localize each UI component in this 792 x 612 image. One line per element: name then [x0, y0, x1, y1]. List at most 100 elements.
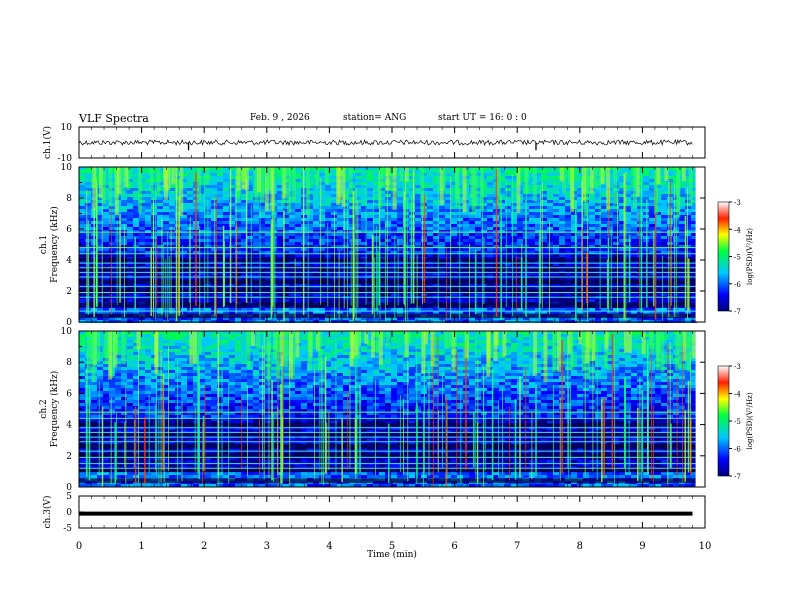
ch1-spectrogram-panel-cell	[457, 176, 463, 179]
ch1-spectrogram-panel-cell	[487, 233, 493, 236]
ch1-spectrogram-panel-cell	[685, 182, 691, 185]
ch1-spectrogram-panel-cell	[463, 227, 469, 230]
ch1-spectrogram-panel-cell	[631, 299, 637, 302]
ch1-spectrogram-panel-cell	[541, 233, 547, 236]
ch1-spectrogram-panel-cell	[253, 254, 259, 257]
ch1-spectrogram-panel-cell	[127, 251, 133, 254]
ch1-spectrogram-panel-cell	[685, 242, 691, 245]
ch1-spectrogram-panel-cell	[487, 221, 493, 224]
ch1-spectrogram-panel-cell	[661, 263, 667, 266]
ch1-spectrogram-panel-cell	[691, 203, 697, 206]
ch1-spectrogram-panel-cell	[403, 230, 409, 233]
ch1-spectrogram-panel-cell	[403, 308, 409, 311]
ch1-spectrogram-panel-cell	[619, 254, 625, 257]
ch1-spectrogram-panel-cell	[217, 185, 223, 188]
ch1-spectrogram-panel-cell	[169, 191, 175, 194]
ch1-spectrogram-panel-cell	[511, 200, 517, 203]
ch1-spectrogram-panel-cell	[535, 299, 541, 302]
ch1-spectrogram-panel-cell	[631, 212, 637, 215]
ch1-spectrogram-panel-cell	[487, 272, 493, 275]
ch1-spectrogram-panel-cell	[475, 182, 481, 185]
ch1-spectrogram-panel-cell	[547, 236, 553, 239]
ch1-spectrogram-panel-cell	[241, 239, 247, 242]
ch1-spectrogram-panel-cell	[109, 224, 115, 227]
ch1-spectrogram-panel-cell	[187, 194, 193, 197]
ch1-spectrogram-panel-cell	[199, 191, 205, 194]
ch1-spectrogram-panel-cell	[199, 251, 205, 254]
ch1-spectrogram-panel-cell	[241, 245, 247, 248]
ch1-spectrogram-panel-cell	[565, 218, 571, 221]
ch1-spectrogram-panel-cell	[577, 299, 583, 302]
ch1-spectrogram-panel-cell	[133, 233, 139, 236]
ch1-spectrogram-panel-cell	[565, 236, 571, 239]
ch1-spectrogram-panel-cell	[475, 197, 481, 200]
ch1-spectrogram-panel-cell	[655, 272, 661, 275]
ch1-spectrogram-panel-cell	[175, 197, 181, 200]
ch1-spectrogram-panel-cell	[181, 191, 187, 194]
ch1-spectrogram-panel-cell	[481, 200, 487, 203]
ch1-spectrogram-panel-cell	[187, 182, 193, 185]
ch1-spectrogram-panel-cell	[361, 215, 367, 218]
ch1-spectrogram-panel-cell	[247, 212, 253, 215]
ch1-spectrogram-panel-cell	[487, 167, 493, 170]
ch1-spectrogram-panel-cell	[265, 311, 271, 314]
ch1-spectrogram-panel-cell	[457, 173, 463, 176]
ch1-spectrogram-panel-cell	[355, 170, 361, 173]
ch1-spectrogram-panel-cell	[157, 200, 163, 203]
ch1-spectrogram-panel-cell	[505, 245, 511, 248]
ch1-spectrogram-panel-cell	[577, 263, 583, 266]
ch1-spectrogram-panel-cell	[541, 167, 547, 170]
ch1-spectrogram-panel-cell	[133, 167, 139, 170]
ch1-spectrogram-panel-cell	[313, 239, 319, 242]
ch1-spectrogram-panel-cell	[211, 275, 217, 278]
ch1-spectrogram-panel-cell	[625, 230, 631, 233]
ch1-spectrogram-panel-cell	[181, 230, 187, 233]
ch1-spectrogram-panel-cell	[97, 209, 103, 212]
ch1-spectrogram-panel-cell	[103, 239, 109, 242]
ch1-spectrogram-panel-cell	[415, 239, 421, 242]
ch1-spectrogram-panel-cell	[379, 299, 385, 302]
ch1-spectrogram-panel-cell	[229, 185, 235, 188]
ch1-spectrogram-panel-cell	[361, 197, 367, 200]
ch1-spectrogram-panel-cell	[535, 176, 541, 179]
ch1-spectrogram-panel-cell	[517, 284, 523, 287]
ch1-spectrogram-panel-cell	[247, 242, 253, 245]
ch1-spectrogram-panel-cell	[475, 272, 481, 275]
ch1-spectrogram-panel-cell	[313, 203, 319, 206]
ch1-spectrogram-panel-cell	[577, 272, 583, 275]
ch1-spectrogram-panel-cell	[109, 221, 115, 224]
ch1-spectrogram-panel-cell	[691, 224, 697, 227]
ch1-spectrogram-panel-cell	[253, 251, 259, 254]
ch1-spectrogram-panel-cell	[499, 185, 505, 188]
ch1-spectrogram-panel-cell	[241, 215, 247, 218]
ch1-spectrogram-panel-cell	[277, 284, 283, 287]
ch1-spectrogram-panel-cell	[415, 272, 421, 275]
ch1-spectrogram-panel-cell	[199, 170, 205, 173]
ch1-spectrogram-panel-cell	[313, 293, 319, 296]
ch1-spectrogram-panel-cell	[259, 308, 265, 311]
ch1-spectrogram-panel-cell	[157, 212, 163, 215]
ch1-spectrogram-panel-cell	[139, 245, 145, 248]
ch1-spectrogram-panel-cell	[445, 182, 451, 185]
ch1-spectrogram-panel-cell	[289, 248, 295, 251]
ch1-spectrogram-panel-cell	[499, 272, 505, 275]
ch1-spectrogram-panel-cell	[241, 293, 247, 296]
ch1-spectrogram-panel-cell	[451, 230, 457, 233]
ch1-spectrogram-panel-cell	[451, 293, 457, 296]
ch1-spectrogram-panel-cell	[181, 236, 187, 239]
ch1-spectrogram-panel-cell	[673, 203, 679, 206]
ch1-spectrogram-panel-cell	[547, 263, 553, 266]
ch1-spectrogram-panel-cell	[163, 245, 169, 248]
ch1-spectrogram-panel-cell	[559, 227, 565, 230]
ch1-spectrogram-panel-cell	[133, 185, 139, 188]
ch1-spectrogram-panel-cell	[235, 224, 241, 227]
ch1-spectrogram-panel-cell	[331, 194, 337, 197]
ch1-spectrogram-panel-cell	[277, 245, 283, 248]
ch1-spectrogram-panel-cell	[385, 221, 391, 224]
ch1-spectrogram-panel-cell	[331, 200, 337, 203]
ch1-spectrogram-panel-cell	[487, 293, 493, 296]
ch1-spectrogram-panel-cell	[259, 212, 265, 215]
ch1-spectrogram-panel-cell	[223, 176, 229, 179]
ch1-spectrogram-panel-cell	[517, 227, 523, 230]
ch1-spectrogram-panel-cell	[211, 194, 217, 197]
